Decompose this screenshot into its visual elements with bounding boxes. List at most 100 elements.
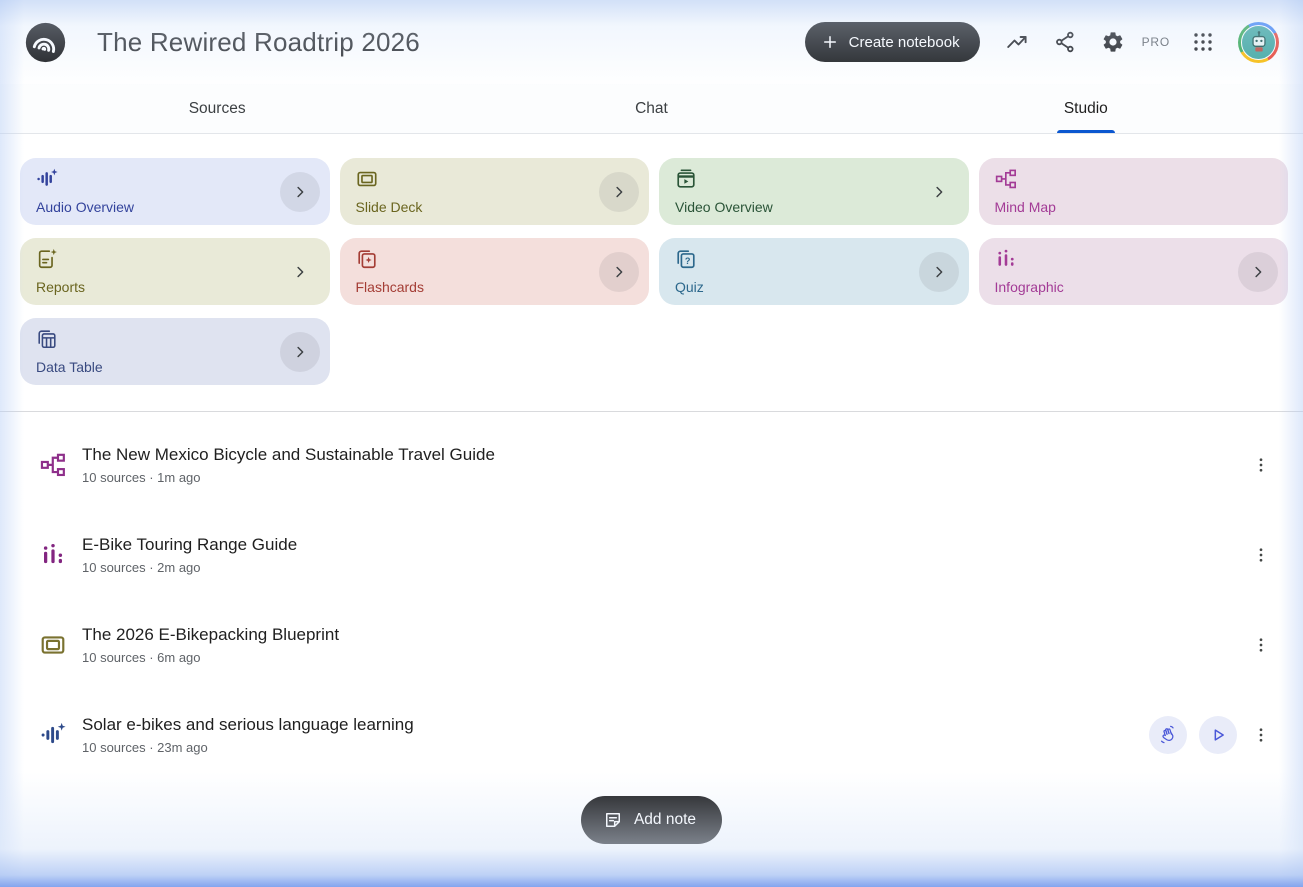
tab-studio-label: Studio: [1063, 99, 1108, 117]
gear-icon: [1103, 32, 1122, 52]
add-note-label: Add note: [633, 811, 697, 828]
header: The Rewired Roadtrip 2026 Create noteboo…: [0, 0, 1303, 84]
artifact-meta: 10 sources · 23m ago: [82, 740, 208, 755]
audio-waveform-sparkle-icon: [41, 722, 66, 744]
infographic-icon: [997, 249, 1014, 266]
chevron-right-icon[interactable]: [599, 171, 639, 212]
artifact-meta: 10 sources · 2m ago: [82, 560, 201, 575]
artifact-meta: 10 sources · 6m ago: [82, 650, 201, 665]
card-reports[interactable]: Reports: [20, 238, 330, 305]
play-button[interactable]: [1199, 716, 1237, 754]
chevron-right-icon[interactable]: [599, 251, 639, 292]
card-infographic[interactable]: Infographic: [978, 238, 1288, 305]
slide-deck-icon: [356, 171, 377, 187]
flashcards-icon: [357, 250, 376, 269]
more-options-button[interactable]: [1249, 535, 1273, 575]
card-data-table[interactable]: Data Table: [20, 318, 330, 385]
add-note-container: Add note: [0, 796, 1303, 844]
interactive-mode-button[interactable]: [1149, 716, 1187, 754]
create-notebook-button[interactable]: Create notebook: [804, 22, 980, 62]
card-quiz[interactable]: ? Quiz: [659, 238, 969, 305]
card-label: Data Table: [36, 359, 103, 375]
apps-grid-icon: [1194, 33, 1212, 51]
card-label: Mind Map: [994, 199, 1056, 215]
slide-deck-icon: [41, 636, 65, 654]
tab-sources-label: Sources: [188, 99, 246, 117]
play-icon: [1214, 729, 1224, 741]
share-button[interactable]: [1044, 22, 1086, 62]
tab-chat[interactable]: Chat: [434, 84, 868, 133]
three-dots-icon: [1259, 458, 1263, 472]
page-title[interactable]: The Rewired Roadtrip 2026: [97, 26, 420, 57]
list-item-text: The New Mexico Bicycle and Sustainable T…: [82, 445, 1249, 485]
chevron-right-icon[interactable]: [279, 171, 320, 212]
reports-icon: [38, 248, 57, 269]
header-actions: Create notebook PRO: [804, 21, 1279, 63]
artifact-title: E-Bike Touring Range Guide: [82, 535, 298, 554]
artifact-list: The New Mexico Bicycle and Sustainable T…: [0, 412, 1303, 780]
create-notebook-label: Create notebook: [848, 33, 960, 51]
pro-badge: PRO: [1141, 35, 1170, 49]
infographic-icon: [43, 543, 63, 564]
trending-up-icon: [1006, 36, 1027, 48]
row-actions: [1249, 625, 1273, 665]
card-label: Slide Deck: [355, 199, 423, 215]
artifact-title: The 2026 E-Bikepacking Blueprint: [82, 625, 340, 644]
list-item-text: The 2026 E-Bikepacking Blueprint 10 sour…: [82, 625, 1249, 665]
chevron-right-icon[interactable]: [1238, 251, 1278, 292]
tab-studio[interactable]: Studio: [869, 84, 1303, 133]
more-options-button[interactable]: [1249, 625, 1273, 665]
row-actions: [1249, 445, 1273, 485]
tab-sources[interactable]: Sources: [0, 84, 434, 133]
card-label: Reports: [36, 279, 86, 295]
studio-card-grid: Audio Overview Slide Deck Video Overview: [0, 134, 1303, 385]
data-table-icon: [38, 330, 56, 349]
card-mind-map[interactable]: Mind Map: [978, 158, 1288, 225]
waving-hand-icon: [1160, 725, 1174, 744]
artifact-meta: 10 sources · 1m ago: [82, 470, 201, 485]
chevron-right-icon[interactable]: [918, 251, 959, 292]
list-item-infographic[interactable]: E-Bike Touring Range Guide 10 sources · …: [0, 510, 1303, 600]
chevron-right-icon[interactable]: [280, 252, 320, 292]
video-overview-icon: [677, 169, 695, 188]
mind-map-icon: [995, 169, 1016, 189]
more-options-button[interactable]: [1249, 715, 1273, 755]
list-item-text: E-Bike Touring Range Guide 10 sources · …: [82, 535, 1249, 575]
card-label: Audio Overview: [36, 199, 135, 215]
avatar[interactable]: [1238, 21, 1279, 63]
card-label: Quiz: [675, 279, 704, 295]
notebooklm-logo-icon[interactable]: [25, 22, 66, 63]
quiz-icon: ?: [677, 250, 695, 269]
share-icon: [1055, 31, 1074, 53]
list-item-audio-overview[interactable]: Solar e-bikes and serious language learn…: [0, 690, 1303, 780]
card-label: Video Overview: [675, 199, 773, 215]
three-dots-icon: [1259, 728, 1263, 742]
three-dots-icon: [1259, 638, 1263, 652]
tab-bar: Sources Chat Studio: [0, 84, 1303, 134]
analytics-button[interactable]: [996, 22, 1038, 62]
card-video-overview[interactable]: Video Overview: [659, 158, 969, 225]
card-slide-deck[interactable]: Slide Deck: [339, 158, 649, 225]
active-tab-underline: [1056, 130, 1115, 133]
three-dots-icon: [1259, 548, 1263, 562]
list-item-slide-deck[interactable]: The 2026 E-Bikepacking Blueprint 10 sour…: [0, 600, 1303, 690]
chevron-right-icon[interactable]: [919, 172, 959, 212]
tab-chat-label: Chat: [635, 99, 668, 117]
add-note-button[interactable]: Add note: [580, 796, 723, 844]
more-options-button[interactable]: [1249, 445, 1273, 485]
svg-text:?: ?: [685, 256, 691, 266]
avatar-robot-image: [1241, 24, 1276, 60]
card-label: Infographic: [994, 279, 1064, 295]
card-flashcards[interactable]: Flashcards: [339, 238, 649, 305]
list-item-mind-map[interactable]: The New Mexico Bicycle and Sustainable T…: [0, 420, 1303, 510]
apps-grid-button[interactable]: [1182, 22, 1224, 62]
settings-button[interactable]: [1092, 22, 1134, 62]
card-audio-overview[interactable]: Audio Overview: [20, 158, 330, 225]
list-item-text: Solar e-bikes and serious language learn…: [82, 715, 1149, 755]
artifact-title: Solar e-bikes and serious language learn…: [82, 715, 414, 734]
plus-icon: [823, 36, 836, 48]
note-icon: [605, 813, 620, 827]
row-actions: [1249, 535, 1273, 575]
chevron-right-icon[interactable]: [279, 331, 320, 372]
mind-map-icon: [40, 453, 65, 477]
